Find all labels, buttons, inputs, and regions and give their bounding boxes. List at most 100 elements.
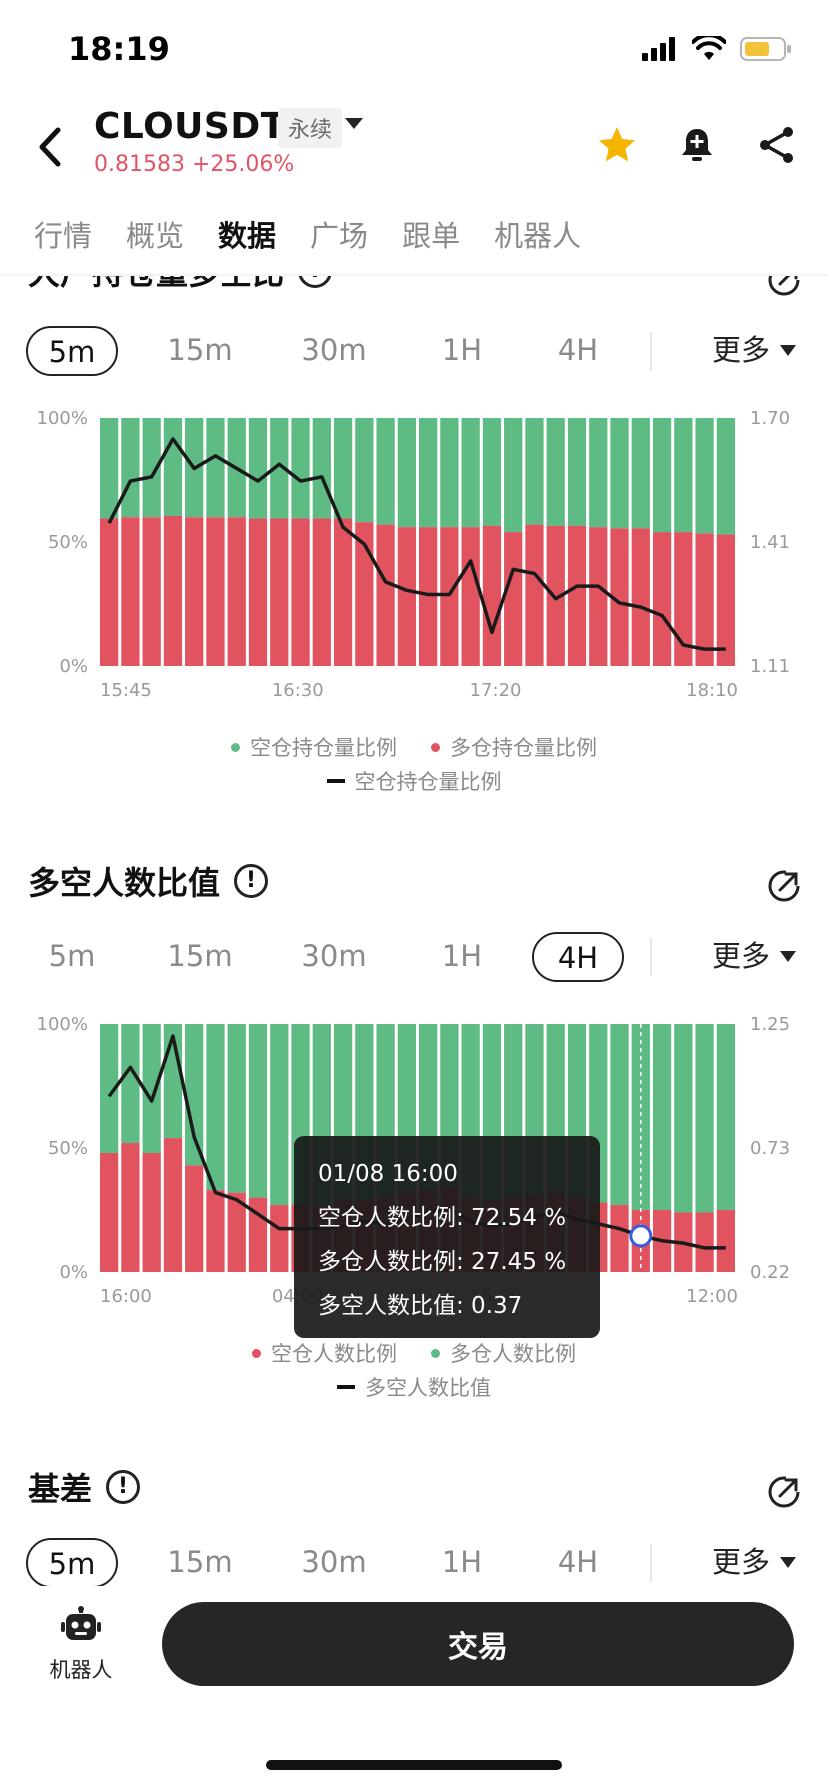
bar-long [482, 525, 502, 666]
bell-plus-icon[interactable] [676, 124, 718, 166]
bar-short [631, 418, 650, 529]
interval-30m[interactable]: 30m [301, 333, 367, 367]
interval-separator [650, 332, 652, 370]
x-axis-label: 17:20 [470, 680, 522, 701]
legend-label: 多仓人数比例 [450, 1342, 576, 1366]
bar-long [695, 1212, 714, 1272]
right-axis-label: 0.22 [750, 1262, 790, 1283]
legend-item[interactable]: 空仓人数比例 [252, 1338, 397, 1368]
tab-square[interactable]: 广场 [310, 219, 369, 253]
left-axis-label: 100% [37, 408, 88, 429]
chart-top-trader-ratio[interactable]: 100% 50% 0% 1.70 1.41 1.11 15:45 16:30 17:20 18:1… [0, 396, 828, 736]
interval-4h[interactable]: 4H [557, 1545, 599, 1579]
data-content[interactable]: 大户持仓量多空比 ! 5m 15m 30m 1H 4H 更多 100% 50% 0%… [0, 276, 828, 1586]
bar-long [355, 522, 374, 666]
bar-short [312, 418, 331, 519]
info-icon[interactable]: ! [298, 276, 333, 288]
bar-short [291, 418, 310, 519]
bar-long [142, 517, 161, 666]
interval-1h[interactable]: 1H [441, 939, 483, 973]
interval-15m[interactable]: 15m [167, 939, 233, 973]
header: CLOUSDT 永续 0.81583 +25.06% [0, 100, 828, 200]
legend-item[interactable]: 空仓持仓量比例 [231, 732, 397, 762]
robot-icon [61, 1606, 101, 1640]
interval-30m[interactable]: 30m [301, 939, 367, 973]
legend-item[interactable]: 多仓持仓量比例 [431, 732, 597, 762]
highlight-point [629, 1224, 653, 1248]
caret-down-icon [780, 1556, 797, 1568]
status-time: 18:19 [68, 30, 170, 68]
back-icon[interactable] [30, 122, 70, 172]
bar-long [695, 533, 714, 666]
tab-data[interactable]: 数据 [218, 219, 277, 253]
section-title-text: 多空人数比值 [28, 864, 221, 902]
robot-button[interactable]: 机器人 [40, 1606, 122, 1696]
external-link-icon[interactable] [766, 1474, 802, 1510]
trade-button[interactable]: 交易 [162, 1602, 794, 1686]
interval-4h[interactable]: 4H [557, 333, 599, 367]
pair-title[interactable]: CLOUSDT [94, 106, 286, 147]
section-title-text: 大户持仓量多空比 [28, 276, 284, 294]
legend-item[interactable]: 空仓持仓量比例 [326, 766, 502, 796]
bar-long [631, 528, 650, 666]
tab-bots[interactable]: 机器人 [494, 219, 582, 253]
caret-down-icon [780, 950, 797, 962]
legend-item[interactable]: 多仓人数比例 [431, 1338, 576, 1368]
bar-short [546, 418, 565, 526]
more-intervals-button[interactable]: 更多 [712, 932, 797, 980]
tab-market[interactable]: 行情 [34, 219, 93, 253]
info-icon[interactable]: ! [234, 864, 269, 898]
legend-label: 空仓持仓量比例 [354, 770, 502, 794]
interval-15m[interactable]: 15m [167, 1545, 233, 1579]
bar-short [206, 1024, 225, 1191]
left-axis-label: 50% [48, 532, 88, 553]
interval-15m[interactable]: 15m [167, 333, 233, 367]
interval-selector-1: 5m 15m 30m 1H 4H 更多 [0, 326, 828, 380]
signal-icon [642, 37, 675, 61]
bar-long [100, 1152, 119, 1272]
share-icon[interactable] [756, 124, 798, 166]
tab-overview[interactable]: 概览 [126, 219, 185, 253]
bar-short [716, 1024, 735, 1210]
bar-short [270, 1024, 289, 1206]
external-link-icon[interactable] [766, 276, 802, 298]
bar-short [674, 418, 693, 533]
bar-short [461, 418, 480, 528]
bottom-bar: 机器人 交易 [0, 1586, 828, 1792]
legend-line-icon [326, 779, 345, 783]
external-link-icon[interactable] [766, 868, 802, 904]
bar-short [100, 418, 119, 519]
legend-dot-green [431, 1348, 440, 1358]
chevron-down-icon[interactable] [345, 118, 363, 129]
more-intervals-button[interactable]: 更多 [712, 326, 797, 374]
interval-5m[interactable]: 5m [48, 939, 96, 973]
interval-5m[interactable]: 5m [26, 1538, 118, 1586]
interval-1h[interactable]: 1H [441, 333, 483, 367]
interval-30m[interactable]: 30m [301, 1545, 367, 1579]
interval-5m[interactable]: 5m [26, 326, 118, 376]
info-icon[interactable]: ! [106, 1470, 141, 1504]
interval-separator [650, 1544, 652, 1582]
left-axis-label: 100% [37, 1014, 88, 1035]
bar-short [163, 418, 183, 516]
bar-short [589, 418, 608, 528]
tooltip-long-ratio: 多仓人数比例: 27.45 % [318, 1249, 567, 1275]
interval-4h[interactable]: 4H [532, 932, 624, 982]
legend-item[interactable]: 多空人数比值 [337, 1372, 491, 1402]
bar-short [567, 418, 587, 526]
bar-long [461, 527, 480, 666]
more-label: 更多 [712, 1545, 771, 1579]
more-intervals-button[interactable]: 更多 [712, 1538, 797, 1586]
bar-long [440, 527, 459, 666]
contract-type-badge[interactable]: 永续 [278, 108, 343, 148]
bar-short [227, 1024, 246, 1193]
bar-short [716, 418, 735, 535]
legend-label: 空仓人数比例 [271, 1342, 397, 1366]
interval-1h[interactable]: 1H [441, 1545, 483, 1579]
left-axis-label: 0% [59, 656, 88, 677]
x-axis-label: 16:30 [272, 680, 324, 701]
bar-long [652, 532, 672, 666]
tab-copy-trading[interactable]: 跟单 [402, 219, 461, 253]
star-icon[interactable] [596, 124, 638, 166]
battery-icon [740, 37, 791, 61]
